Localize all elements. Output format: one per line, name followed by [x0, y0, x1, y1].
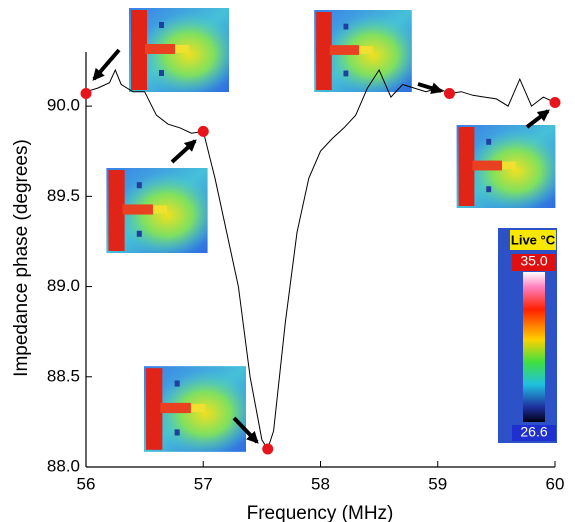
x-tick-label: 60	[546, 474, 565, 493]
x-axis-label: Frequency (MHz)	[247, 503, 394, 522]
colorbar: Live °C	[498, 228, 557, 443]
colorbar-title: Live °C	[511, 232, 556, 247]
y-axis-label: Impedance phase (degrees)	[11, 139, 32, 377]
data-line	[85, 68, 556, 451]
y-tick-label: 88.0	[47, 456, 80, 475]
x-tick-label: 59	[428, 474, 447, 493]
marker	[262, 443, 274, 455]
y-tick-label: 89.0	[47, 276, 80, 295]
x-tick-label: 58	[311, 474, 330, 493]
arrows	[92, 48, 550, 444]
colorbar-tick-label: 26.6	[520, 424, 547, 440]
x-tick-label: 56	[77, 474, 96, 493]
thermal-insets	[106, 8, 556, 452]
marker	[197, 125, 209, 137]
y-tick-label: 89.5	[47, 186, 80, 205]
colorbar-tick-label: 35.0	[520, 253, 547, 269]
y-tick-label: 88.5	[47, 366, 80, 385]
marker	[80, 88, 92, 99]
x-tick-label: 57	[194, 474, 213, 493]
y-tick-label: 90.0	[47, 96, 80, 115]
marker	[549, 97, 561, 109]
marker	[443, 88, 455, 99]
